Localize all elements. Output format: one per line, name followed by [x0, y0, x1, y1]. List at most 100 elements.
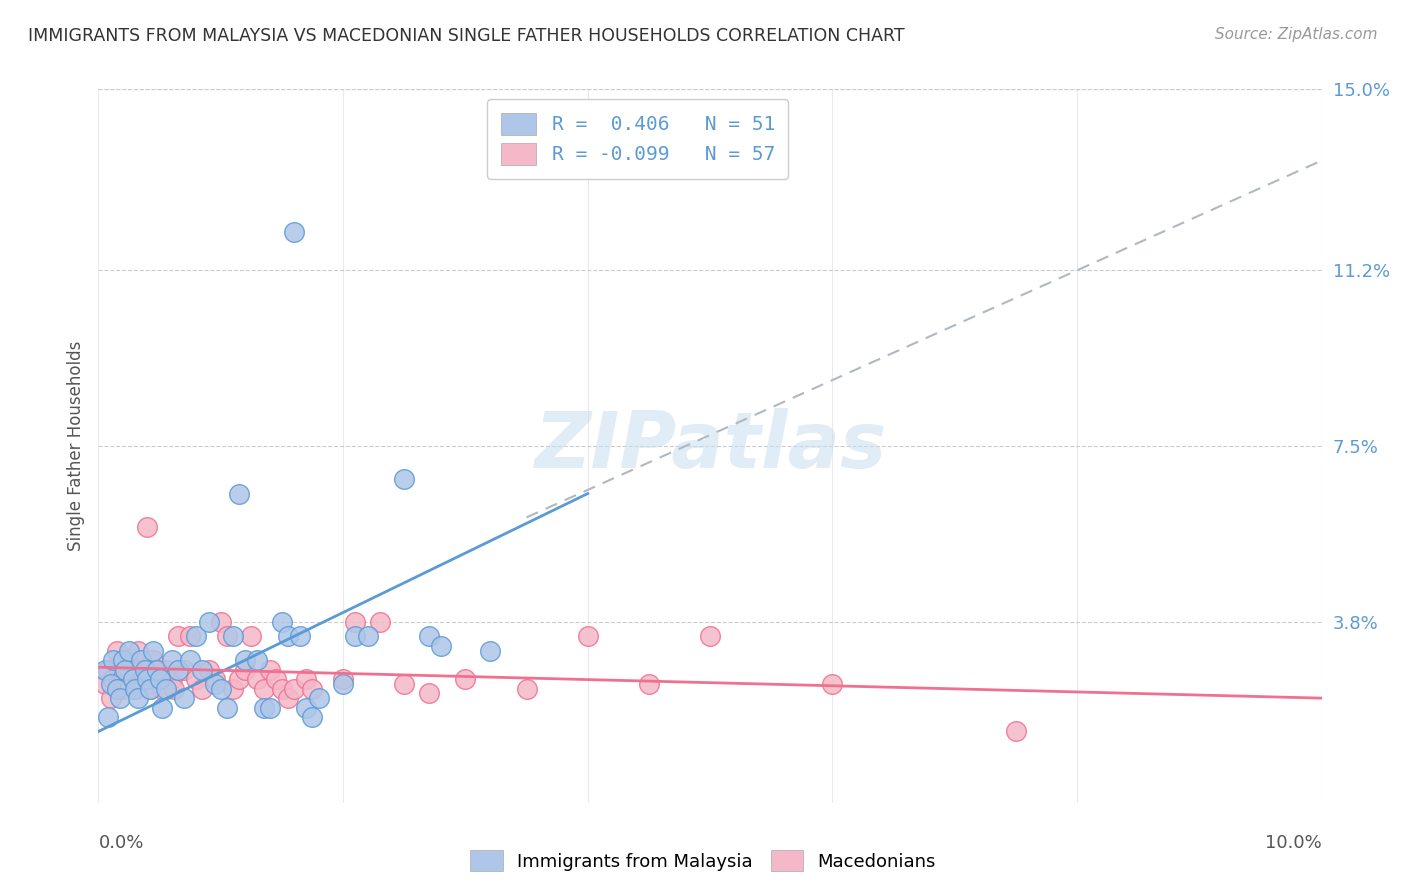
Point [146, 663, 169, 677]
Point [418, 629, 440, 643]
Y-axis label: Single Father Households: Single Father Households [66, 341, 84, 551]
Point [478, 643, 501, 657]
Point [233, 663, 256, 677]
Point [332, 677, 354, 691]
Point [215, 629, 238, 643]
Point [134, 672, 156, 686]
Point [155, 663, 177, 677]
Point [222, 629, 245, 643]
Point [150, 681, 173, 696]
Point [118, 643, 141, 657]
Point [191, 681, 214, 696]
Point [246, 672, 269, 686]
Point [191, 663, 214, 677]
Point [139, 681, 162, 696]
Point [277, 629, 299, 643]
Point [93, 663, 115, 677]
Point [252, 700, 274, 714]
Point [283, 225, 305, 239]
Point [173, 663, 195, 677]
Point [110, 663, 132, 677]
Legend: Immigrants from Malaysia, Macedonians: Immigrants from Malaysia, Macedonians [463, 843, 943, 879]
Point [344, 629, 367, 643]
Point [93, 677, 115, 691]
Point [118, 663, 141, 677]
Point [139, 681, 162, 696]
Point [277, 691, 299, 706]
Point [301, 681, 323, 696]
Point [209, 615, 232, 629]
Point [259, 663, 281, 677]
Point [97, 663, 120, 677]
Point [149, 672, 172, 686]
Point [142, 643, 165, 657]
Point [283, 681, 305, 696]
Point [179, 629, 201, 643]
Text: 0.0%: 0.0% [98, 834, 143, 852]
Point [155, 681, 177, 696]
Point [136, 672, 159, 686]
Point [121, 672, 143, 686]
Point [228, 672, 250, 686]
Point [209, 681, 232, 696]
Point [204, 672, 226, 686]
Point [101, 653, 124, 667]
Point [167, 663, 190, 677]
Point [129, 663, 152, 677]
Point [516, 681, 538, 696]
Point [308, 691, 330, 706]
Point [392, 677, 416, 691]
Point [270, 681, 294, 696]
Point [821, 677, 844, 691]
Point [105, 643, 128, 657]
Point [124, 681, 146, 696]
Point [186, 629, 208, 643]
Point [204, 677, 226, 691]
Text: IMMIGRANTS FROM MALAYSIA VS MACEDONIAN SINGLE FATHER HOUSEHOLDS CORRELATION CHAR: IMMIGRANTS FROM MALAYSIA VS MACEDONIAN S… [28, 27, 904, 45]
Point [167, 629, 190, 643]
Point [134, 663, 156, 677]
Point [252, 681, 274, 696]
Legend: R =  0.406   N = 51, R = -0.099   N = 57: R = 0.406 N = 51, R = -0.099 N = 57 [488, 99, 789, 178]
Point [290, 629, 312, 643]
Point [127, 643, 149, 657]
Point [576, 629, 599, 643]
Point [163, 681, 186, 696]
Point [149, 672, 172, 686]
Point [100, 677, 122, 691]
Text: ZIPatlas: ZIPatlas [534, 408, 886, 484]
Point [259, 700, 281, 714]
Point [101, 672, 124, 686]
Point [418, 686, 440, 700]
Point [264, 672, 287, 686]
Point [1004, 724, 1026, 739]
Point [114, 663, 136, 677]
Point [215, 700, 238, 714]
Point [111, 653, 134, 667]
Point [295, 700, 318, 714]
Point [111, 681, 134, 696]
Point [136, 520, 159, 534]
Text: Source: ZipAtlas.com: Source: ZipAtlas.com [1215, 27, 1378, 42]
Point [430, 639, 453, 653]
Point [356, 629, 378, 643]
Point [197, 663, 219, 677]
Point [233, 653, 256, 667]
Point [638, 677, 661, 691]
Point [97, 710, 120, 724]
Point [121, 672, 143, 686]
Text: 10.0%: 10.0% [1265, 834, 1322, 852]
Point [129, 653, 152, 667]
Point [127, 691, 149, 706]
Point [160, 672, 183, 686]
Point [240, 629, 263, 643]
Point [454, 672, 477, 686]
Point [197, 615, 219, 629]
Point [301, 710, 323, 724]
Point [114, 653, 136, 667]
Point [100, 691, 122, 706]
Point [105, 681, 128, 696]
Point [146, 663, 169, 677]
Point [368, 615, 391, 629]
Point [110, 691, 132, 706]
